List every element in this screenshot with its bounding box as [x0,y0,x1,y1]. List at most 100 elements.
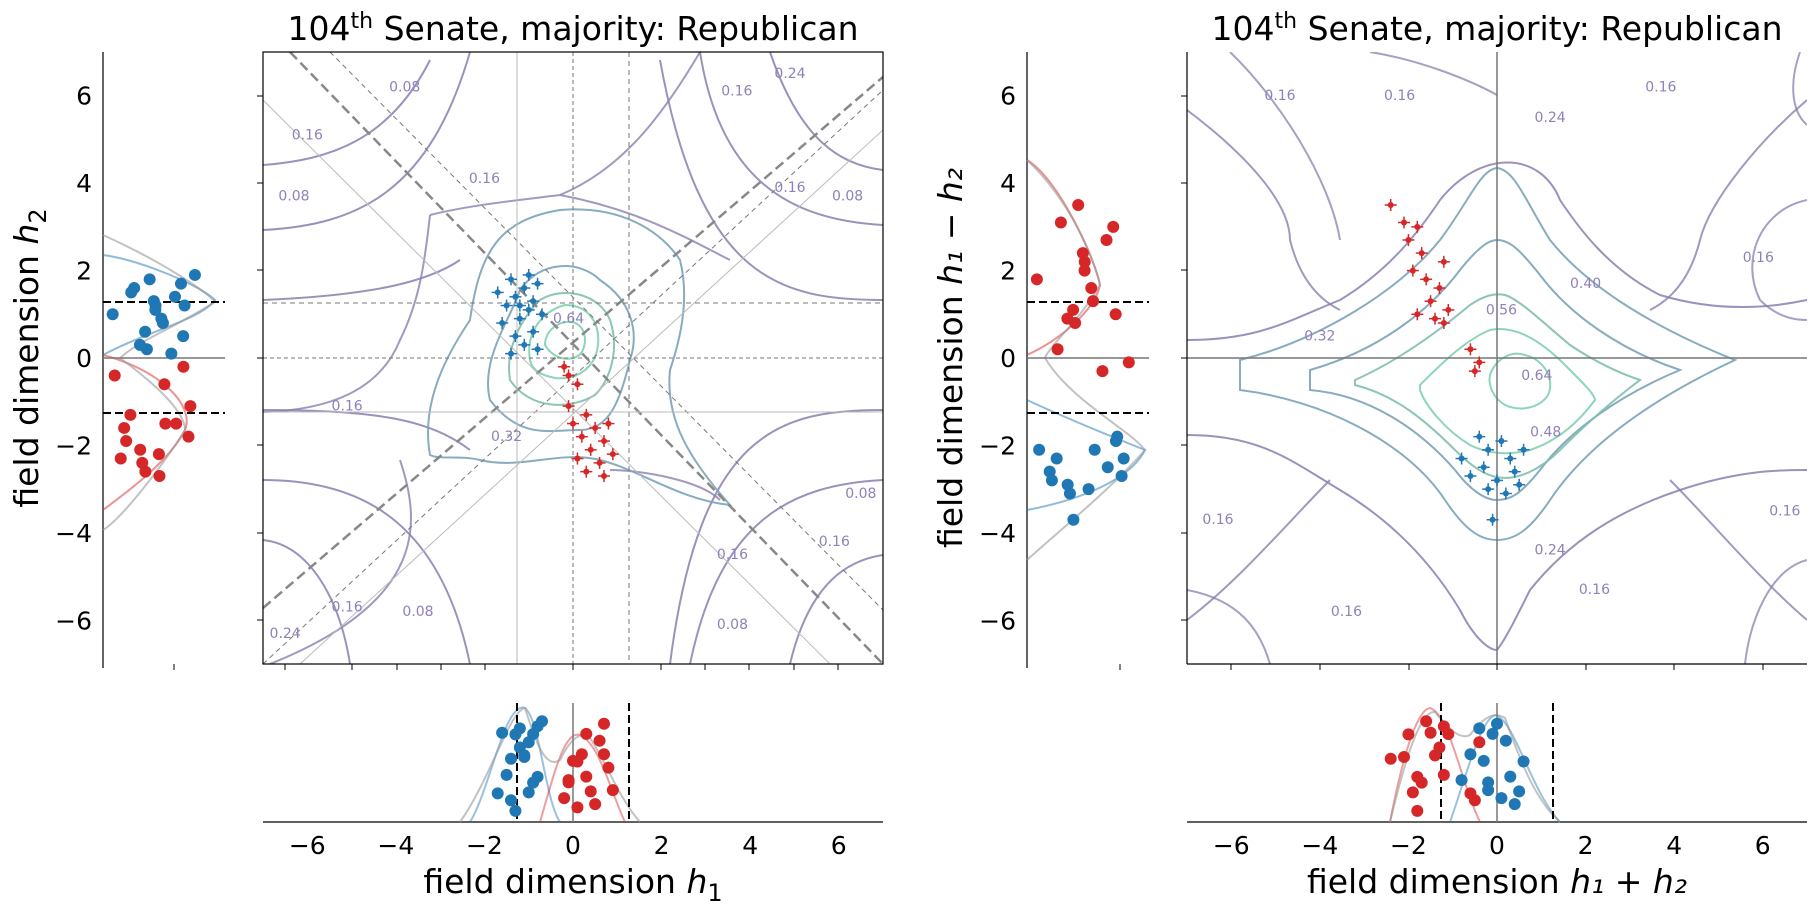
marginal-point [513,722,526,735]
right-marginal-x: −6 −4 −2 0 2 4 6 field dimension h₁ + h₂ [1187,703,1807,901]
right-contours [1187,52,1807,664]
marginal-point [1437,768,1450,781]
contour-line [1229,52,1341,241]
data-point [1517,443,1530,456]
x-tick-label: 6 [831,831,847,860]
y-tick-label: 2 [1000,257,1016,286]
data-point [575,430,588,443]
contour-label: 0.16 [819,534,850,550]
marginal-point [1045,474,1058,487]
data-point [1437,255,1450,268]
contour-line [1187,589,1271,664]
contour-label: 0.40 [1570,276,1601,292]
left-main-ticks [257,95,839,670]
data-point [509,330,522,343]
kde-curve [1449,713,1561,823]
contour-line [609,469,721,501]
marginal-point [1504,770,1517,783]
x-tick-label: −6 [1213,831,1250,860]
data-point [1499,487,1512,500]
marginal-point [1437,720,1450,733]
contour-label: 0.16 [1743,250,1774,266]
marginal-point [1477,754,1490,767]
contour-label: 0.48 [1530,425,1561,441]
right-main-ticks [1181,95,1764,670]
marginal-point [1384,752,1397,765]
marginal-point [1087,295,1100,308]
marginal-point [1499,734,1512,747]
data-point [491,286,504,299]
marginal-point [1067,513,1080,526]
data-point [1477,461,1490,474]
y-tick-label: 4 [76,169,92,198]
contour-label: 0.16 [1384,88,1415,104]
marginal-point [562,774,575,787]
left-y-tick-labels: 6 4 2 0 −2 −4 −6 [55,82,92,636]
marginal-point [1429,749,1441,762]
diagonal-line [263,89,883,664]
contour-label: 0.08 [402,604,433,620]
marginal-point [598,717,610,730]
marginal-point [1508,798,1521,811]
contour-line [543,320,586,360]
marginal-point [152,448,165,461]
marginal-point [1468,794,1481,807]
contour-line [1669,479,1807,621]
marginal-point [120,435,133,448]
data-point [513,299,526,312]
marginal-point [174,277,187,290]
marginal-point [1085,282,1098,295]
data-point [1464,343,1477,356]
marginal-point [1051,343,1064,356]
marginal-point [584,785,597,798]
data-point [522,303,535,316]
marginal-point [177,330,190,343]
data-point [580,465,593,478]
marginal-point [531,720,544,733]
marginal-point [184,400,197,413]
data-point [602,417,615,430]
data-point [1398,216,1410,229]
marginal-point [505,794,517,807]
marginal-point [1455,774,1468,787]
marginal-point [178,299,191,312]
contour-label: 0.08 [278,189,309,205]
contour-line [789,554,883,664]
marginal-point [1078,264,1091,277]
marginal-point [496,726,509,739]
marginal-point [140,343,153,356]
right-marginal-x-points [1384,715,1530,817]
marginal-point [593,734,606,747]
data-point [1437,317,1450,330]
y-tick-label: −2 [979,431,1016,460]
marginal-point [1107,220,1120,233]
data-point [567,417,579,430]
contour-label: 0.16 [469,171,500,187]
left-y-axis-label: field dimension h2 [7,208,52,507]
marginal-point [567,754,579,767]
contour-label: 0.16 [1202,512,1233,528]
marginal-point [1050,452,1063,465]
x-tick-label: 0 [1489,831,1505,860]
data-point [518,338,531,351]
y-tick-label: 0 [76,344,92,373]
data-point [1473,356,1486,369]
contour-label: 0.24 [1535,110,1566,126]
left-x-axis-label: field dimension h1 [423,862,722,907]
x-tick-label: −4 [1301,831,1338,860]
marginal-point [149,303,162,316]
data-point [1495,435,1508,448]
right-y-axis-label: field dimension h₁ − h₂ [931,168,970,548]
left-contours [263,52,883,664]
marginal-point [1072,199,1085,211]
diagonal-line [329,52,883,611]
marginal-point [1117,452,1130,465]
marginal-point [114,452,127,465]
left-marginal-y: 6 4 2 0 −2 −4 −6 field dimension h2 [7,52,225,670]
marginal-point [1473,736,1486,749]
marginal-point [1122,356,1135,369]
marginal-point [106,308,119,321]
right-y-tick-labels: 6 4 2 0 −2 −4 −6 [979,82,1016,636]
marginal-point [1115,470,1128,483]
data-point [1411,220,1424,233]
